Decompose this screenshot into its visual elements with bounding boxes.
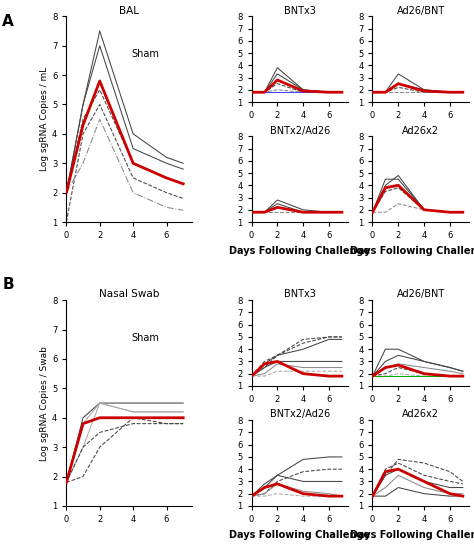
Y-axis label: Log sgRNA Copies / Swab: Log sgRNA Copies / Swab xyxy=(40,345,49,461)
Text: Sham: Sham xyxy=(131,50,159,59)
Title: Ad26/BNT: Ad26/BNT xyxy=(397,5,445,16)
Title: BAL: BAL xyxy=(119,5,139,16)
Title: BNTx3: BNTx3 xyxy=(284,289,316,299)
X-axis label: Days Following Challenge: Days Following Challenge xyxy=(229,529,371,540)
Title: BNTx3: BNTx3 xyxy=(284,5,316,16)
X-axis label: Days Following Challenge: Days Following Challenge xyxy=(350,529,474,540)
Title: Ad26x2: Ad26x2 xyxy=(402,410,439,419)
X-axis label: Days Following Challenge: Days Following Challenge xyxy=(229,246,371,256)
Title: Ad26x2: Ad26x2 xyxy=(402,126,439,135)
Title: Ad26/BNT: Ad26/BNT xyxy=(397,289,445,299)
Text: Sham: Sham xyxy=(131,333,159,343)
Y-axis label: Log sgRNA Copies / mL: Log sgRNA Copies / mL xyxy=(40,67,49,171)
Title: Nasal Swab: Nasal Swab xyxy=(99,289,159,299)
Title: BNTx2/Ad26: BNTx2/Ad26 xyxy=(270,410,330,419)
Title: BNTx2/Ad26: BNTx2/Ad26 xyxy=(270,126,330,135)
Text: A: A xyxy=(2,14,14,29)
Text: B: B xyxy=(2,277,14,293)
X-axis label: Days Following Challenge: Days Following Challenge xyxy=(350,246,474,256)
